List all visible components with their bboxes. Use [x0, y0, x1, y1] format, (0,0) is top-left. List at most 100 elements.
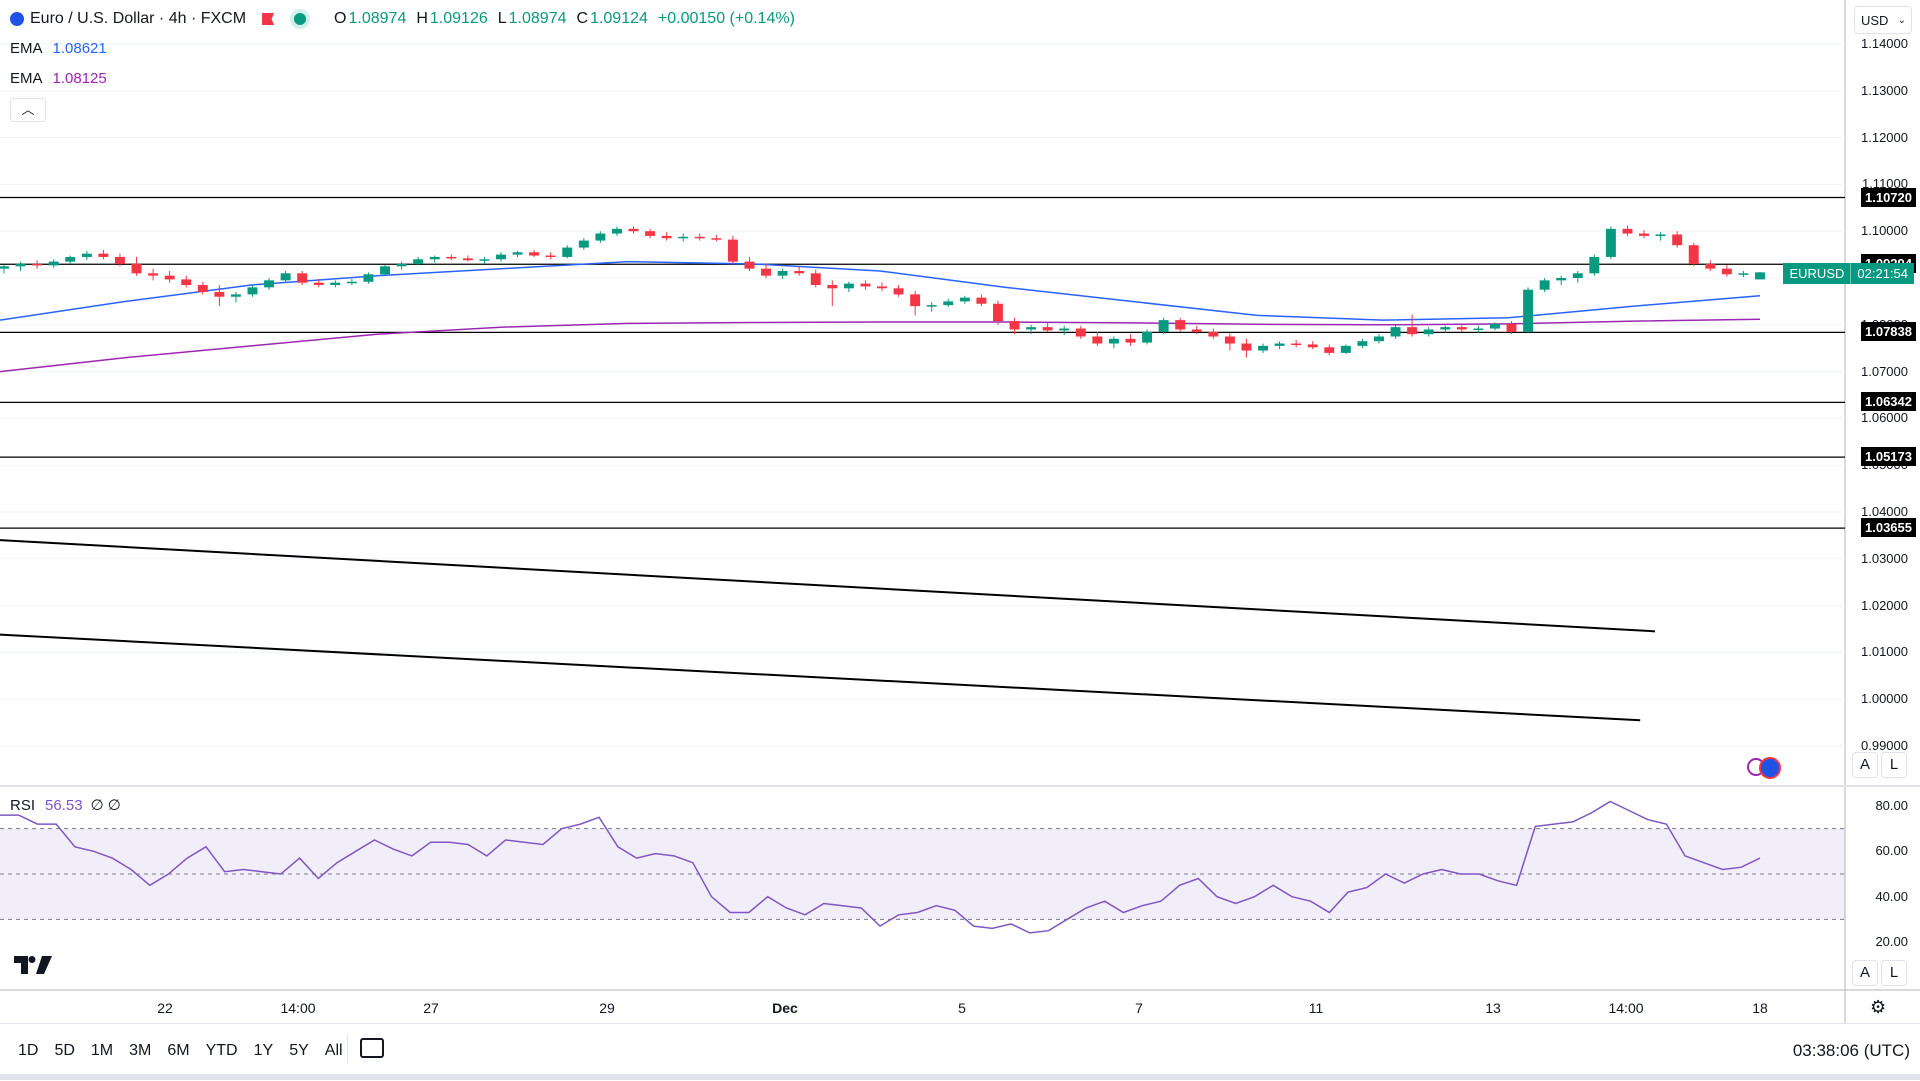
range-button-3m[interactable]: 3M — [129, 1042, 152, 1059]
candle-body — [1755, 272, 1765, 280]
alert-flag-icon[interactable] — [262, 13, 275, 25]
collapse-legend-button[interactable]: ︿ — [10, 98, 46, 122]
candle-body — [1191, 329, 1202, 332]
date-range-calendar-icon[interactable] — [360, 1038, 384, 1058]
candle-body — [1572, 273, 1583, 278]
ema-fast-line — [0, 260, 1761, 321]
candle-body — [843, 283, 854, 289]
auto-scale-button[interactable]: A — [1852, 752, 1878, 778]
candle-body — [1059, 328, 1070, 331]
close-value: 1.09124 — [590, 10, 648, 27]
low-label: L — [497, 10, 507, 27]
range-button-all[interactable]: All — [324, 1042, 343, 1059]
price-level-tag: 1.05173 — [1861, 447, 1916, 467]
candle-body — [761, 268, 772, 276]
candle-body — [595, 233, 606, 241]
open-label: O — [334, 10, 347, 27]
price-tick-label: 1.04000 — [1861, 504, 1908, 519]
candle-body — [1009, 321, 1020, 330]
candle-body — [396, 263, 407, 267]
range-button-6m[interactable]: 6M — [167, 1042, 190, 1059]
ema-label: EMA — [10, 40, 43, 57]
candle-body — [181, 279, 192, 286]
rsi-log-scale-button[interactable]: L — [1881, 960, 1907, 986]
log-scale-button[interactable]: L — [1881, 752, 1907, 778]
range-button-5d[interactable]: 5D — [54, 1042, 75, 1059]
candle-body — [1224, 336, 1235, 344]
currency-select[interactable]: USD ⌄ — [1854, 6, 1912, 34]
candle-body — [65, 256, 76, 262]
candle-body — [32, 263, 43, 266]
candle-body — [1473, 328, 1484, 331]
candle-body — [1307, 344, 1318, 348]
candle-body — [877, 286, 887, 289]
euro-flag-icon — [10, 12, 24, 26]
ema-label: EMA — [10, 70, 43, 87]
candle-body — [98, 253, 109, 257]
candle-body — [81, 253, 92, 257]
candle-body — [462, 258, 473, 261]
rsi-extra: ∅ ∅ — [90, 797, 121, 814]
ema-slow-line — [0, 318, 1761, 373]
candle-body — [297, 273, 308, 283]
candle-body — [1108, 338, 1119, 344]
ema-legend-2[interactable]: EMA 1.08125 — [10, 70, 113, 87]
utc-clock[interactable]: 03:38:06 (UTC) — [1792, 1041, 1910, 1060]
price-tick-label: 1.12000 — [1861, 129, 1908, 145]
symbol-title[interactable]: Euro / U.S. Dollar · 4h · FXCM — [30, 10, 247, 27]
candle-body — [164, 275, 175, 280]
range-buttons: 1D 5D 1M 3M 6M YTD 1Y 5Y All — [12, 1038, 349, 1064]
candle-body — [1142, 331, 1153, 343]
price-tick-label: 1.00000 — [1861, 691, 1908, 707]
candle-body — [1075, 328, 1086, 337]
candle-body — [496, 254, 506, 260]
ema-legend-1[interactable]: EMA 1.08621 — [10, 40, 113, 57]
rsi-value: 56.53 — [45, 796, 83, 814]
candle-body — [545, 255, 556, 258]
range-button-1d[interactable]: 1D — [18, 1042, 39, 1059]
candle-body — [15, 263, 26, 267]
rsi-tick-label: 60.00 — [1875, 843, 1908, 859]
range-button-5y[interactable]: 5Y — [289, 1042, 309, 1059]
rsi-legend[interactable]: RSI 56.53 ∅ ∅ — [10, 796, 127, 815]
rsi-line — [0, 800, 1761, 934]
price-tick-label: 1.14000 — [1861, 36, 1908, 51]
candle-body — [1705, 263, 1716, 269]
range-button-ytd[interactable]: YTD — [205, 1042, 238, 1059]
candle-body — [380, 266, 390, 275]
range-button-1y[interactable]: 1Y — [253, 1042, 274, 1059]
candle-body — [661, 235, 672, 239]
trendline — [0, 539, 1656, 633]
candle-body — [1622, 228, 1633, 234]
currency-value: USD — [1861, 13, 1889, 28]
candle-body — [727, 239, 738, 262]
time-tick-label: 11 — [1308, 1000, 1324, 1016]
eu-economic-event-icon[interactable] — [1759, 757, 1781, 779]
candle-body — [1556, 278, 1567, 281]
candle-body — [1208, 331, 1219, 337]
candle-body — [1506, 323, 1517, 332]
candle-body — [413, 259, 424, 264]
price-tick-label: 1.03000 — [1861, 550, 1908, 566]
candle-body — [1274, 343, 1285, 346]
price-tick-label: 0.99000 — [1861, 738, 1908, 753]
time-tick-label: 22 — [157, 1000, 173, 1016]
time-tick-label: 29 — [599, 1000, 615, 1016]
price-tick-label: 1.01000 — [1861, 644, 1908, 660]
candle-body — [744, 261, 755, 269]
range-button-1m[interactable]: 1M — [90, 1042, 114, 1059]
toolbar-divider — [347, 1034, 348, 1064]
candle-body — [562, 247, 573, 257]
price-level-tag: 1.10720 — [1861, 187, 1916, 207]
candle-body — [230, 294, 241, 297]
rsi-auto-scale-button[interactable]: A — [1852, 960, 1878, 986]
tradingview-logo[interactable] — [14, 952, 54, 983]
bottom-scrollbar[interactable] — [0, 1074, 1920, 1080]
candle-body — [645, 231, 656, 236]
candle-body — [1672, 234, 1683, 246]
price-level-tag: 1.06342 — [1861, 392, 1916, 412]
candle-body — [0, 266, 9, 269]
settings-gear-icon[interactable]: ⚙ — [1870, 997, 1887, 1017]
price-tick-label: 1.13000 — [1861, 82, 1908, 98]
